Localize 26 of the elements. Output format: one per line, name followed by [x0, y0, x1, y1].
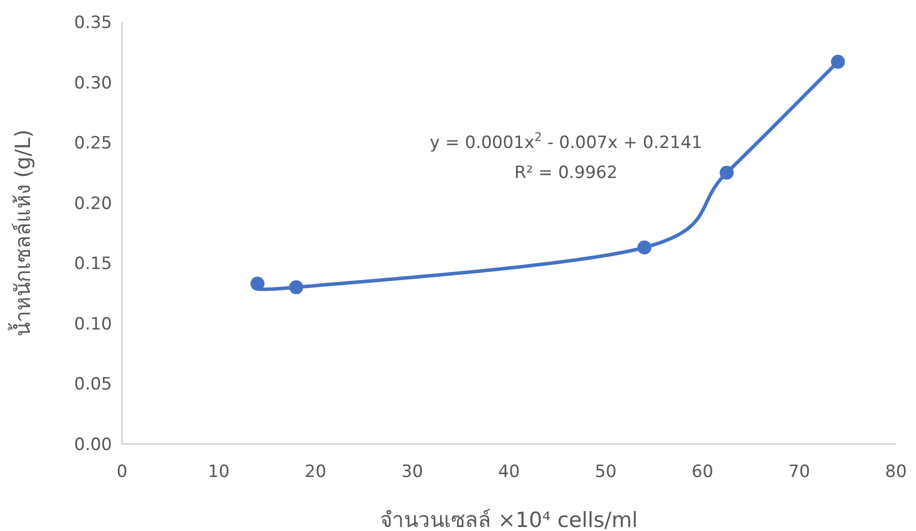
point	[830, 54, 845, 69]
annotation: R² = 0.9962	[514, 163, 618, 183]
x-tick-label: 0	[116, 462, 128, 482]
x-axis-title: จำนวนเซลล์ ×10⁴ cells/ml	[380, 508, 638, 531]
y-tick-label: 0.00	[74, 435, 112, 455]
y-axis-title: น้ำหนักเซลล์แห้ง (g/L)	[8, 129, 35, 337]
x-tick-label: 80	[885, 462, 907, 482]
y-tick-label: 0.30	[74, 73, 112, 94]
point	[289, 280, 304, 294]
x-tick-label: 40	[498, 462, 520, 482]
x-tick-label: 60	[692, 462, 714, 482]
y-tick-label: 0.15	[74, 254, 112, 274]
y-tick-label: 0.10	[74, 314, 112, 334]
point	[720, 166, 734, 180]
y-tick-label: 0.25	[74, 134, 112, 154]
y-tick-label: 0.35	[74, 13, 112, 33]
x-tick-label: 50	[594, 462, 617, 482]
annotation: y = 0.0001x$^{2}$ - 0.007x + 0.2141	[430, 130, 702, 153]
point	[637, 240, 652, 254]
point	[250, 276, 264, 291]
x-tick-label: 20	[304, 462, 326, 482]
x-tick-label: 10	[208, 462, 230, 482]
x-tick-label: 70	[788, 462, 810, 482]
x-tick-label: 30	[401, 462, 424, 482]
y-tick-label: 0.05	[74, 374, 112, 395]
y-tick-label: 0.20	[74, 194, 112, 214]
